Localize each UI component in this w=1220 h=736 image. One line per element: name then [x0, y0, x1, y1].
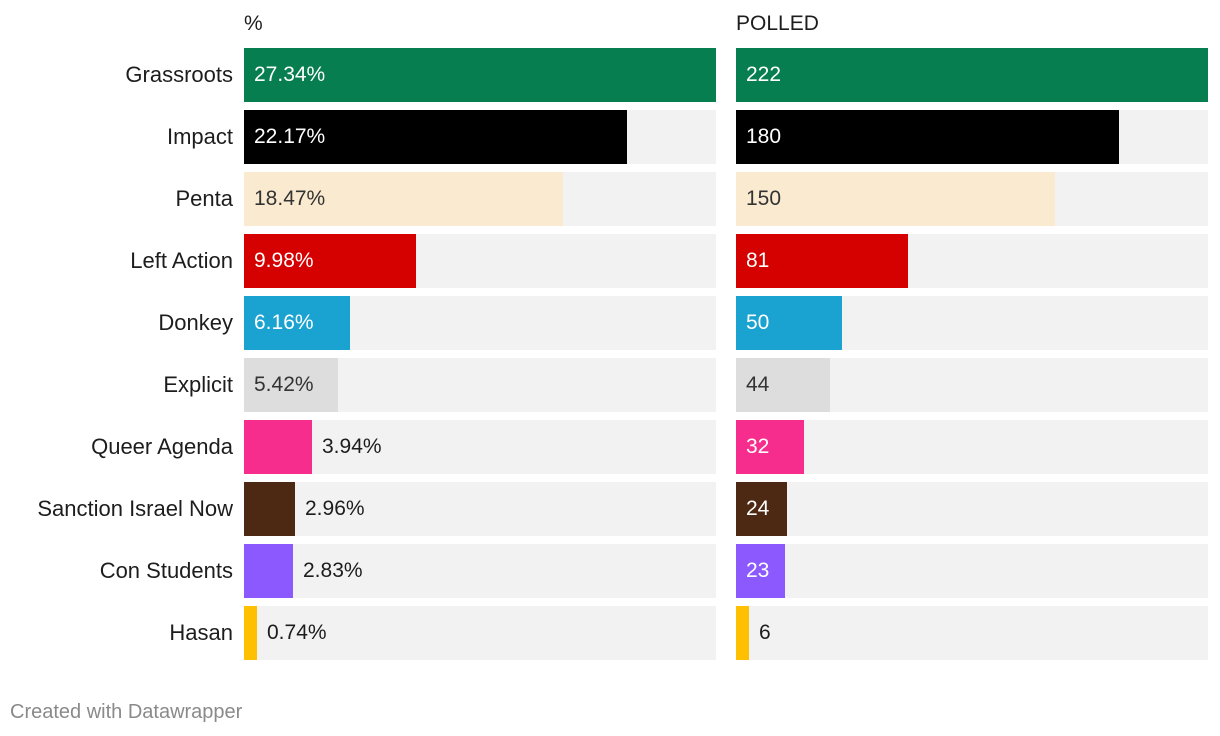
- data-label: 32: [746, 435, 770, 458]
- bar-polled: [736, 296, 842, 350]
- data-label: 2.83%: [303, 559, 363, 582]
- bar-track: 3.94%: [244, 420, 716, 474]
- data-label: 81: [746, 249, 770, 272]
- category-label: Explicit: [163, 372, 233, 397]
- bar-polled: [736, 544, 785, 598]
- bar-polled: [736, 110, 1119, 164]
- bar-track: 23: [736, 544, 1208, 598]
- bar-percent: [244, 48, 716, 102]
- category-label: Impact: [166, 124, 233, 149]
- bar-polled: [736, 172, 1055, 226]
- category-label: Hasan: [169, 620, 233, 645]
- bar-percent: [244, 544, 293, 598]
- category-label: Queer Agenda: [91, 434, 233, 459]
- bar-track: 2.96%: [244, 482, 716, 536]
- bar-polled: [736, 234, 908, 288]
- bar-track: 44: [736, 358, 1208, 412]
- data-label: 0.74%: [267, 621, 327, 644]
- column-header-percent: %: [244, 12, 263, 35]
- bar-polled: [736, 420, 804, 474]
- data-label: 50: [746, 311, 770, 334]
- data-label: 5.42%: [254, 373, 314, 396]
- data-label: 150: [746, 187, 782, 210]
- bar-percent: [244, 606, 257, 660]
- data-label: 44: [746, 373, 770, 396]
- data-label: 23: [746, 559, 770, 582]
- data-label: 9.98%: [254, 249, 314, 272]
- bar-track: 6: [736, 606, 1208, 660]
- bar-track: 2.83%: [244, 544, 716, 598]
- bar-track: 9.98%: [244, 234, 716, 288]
- data-label: 3.94%: [322, 435, 382, 458]
- data-label: 2.96%: [305, 497, 365, 520]
- data-label: 27.34%: [254, 63, 326, 86]
- category-label: Grassroots: [125, 62, 233, 87]
- bar-track: 5.42%: [244, 358, 716, 412]
- bar-track: 18.47%: [244, 172, 716, 226]
- category-label: Con Students: [99, 558, 233, 583]
- category-label: Penta: [175, 186, 234, 211]
- bar-percent: [244, 358, 338, 412]
- data-label: 222: [746, 63, 782, 86]
- bar-track: 0.74%: [244, 606, 716, 660]
- bar-track: 24: [736, 482, 1208, 536]
- bar-polled: [736, 48, 1208, 102]
- data-label: 18.47%: [254, 187, 326, 210]
- bar-track: 180: [736, 110, 1208, 164]
- data-label: 6: [759, 621, 771, 644]
- bar-track: 32: [736, 420, 1208, 474]
- bar-percent: [244, 234, 416, 288]
- data-label: 22.17%: [254, 125, 326, 148]
- data-label: 24: [746, 497, 770, 520]
- column-header-polled: POLLED: [736, 12, 819, 35]
- bar-track: 50: [736, 296, 1208, 350]
- bar-percent: [244, 482, 295, 536]
- data-label: 6.16%: [254, 311, 314, 334]
- category-label: Left Action: [130, 248, 233, 273]
- bar-track: 22.17%: [244, 110, 716, 164]
- bar-track: 222: [736, 48, 1208, 102]
- category-label: Donkey: [158, 310, 233, 335]
- bar-percent: [244, 296, 350, 350]
- bar-track: 27.34%: [244, 48, 716, 102]
- bar-polled: [736, 358, 830, 412]
- bar-polled: [736, 606, 749, 660]
- bar-percent: [244, 172, 563, 226]
- bar-track: 81: [736, 234, 1208, 288]
- bar-percent: [244, 420, 312, 474]
- bar-percent: [244, 110, 627, 164]
- data-label: 180: [746, 125, 782, 148]
- bar-track: 150: [736, 172, 1208, 226]
- footer-credit: Created with Datawrapper: [10, 701, 243, 723]
- bar-track: 6.16%: [244, 296, 716, 350]
- bar-polled: [736, 482, 787, 536]
- category-label: Sanction Israel Now: [37, 496, 233, 521]
